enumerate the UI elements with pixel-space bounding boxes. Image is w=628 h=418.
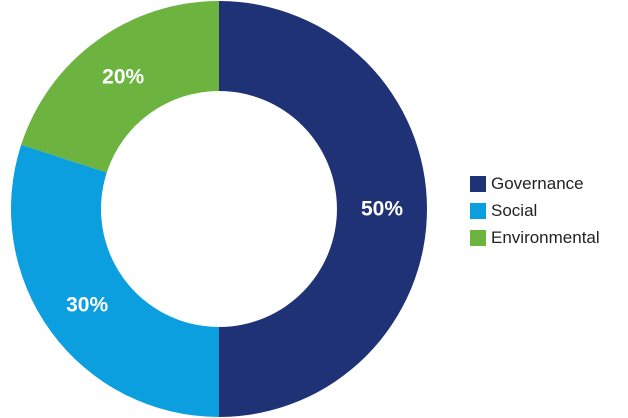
legend-item-social: Social [470,197,600,224]
legend-swatch-governance [470,175,486,192]
legend-swatch-environmental [470,229,486,246]
slice-governance [219,1,427,417]
slice-social [11,144,220,418]
legend-label-environmental: Environmental [491,227,600,247]
slice-labels-group: 50% 30% 20% [66,66,403,317]
legend-item-governance: Governance [470,170,600,197]
slice-label-social: 30% [66,293,108,316]
slice-label-governance: 50% [361,198,403,221]
slice-environmental [21,1,220,173]
slice-label-environmental: 20% [102,66,144,89]
legend: Governance Social Environmental [470,170,600,251]
legend-label-governance: Governance [491,173,584,193]
legend-item-environmental: Environmental [470,224,600,251]
legend-label-social: Social [491,200,538,220]
legend-swatch-social [470,202,486,219]
slices-group [11,1,427,418]
